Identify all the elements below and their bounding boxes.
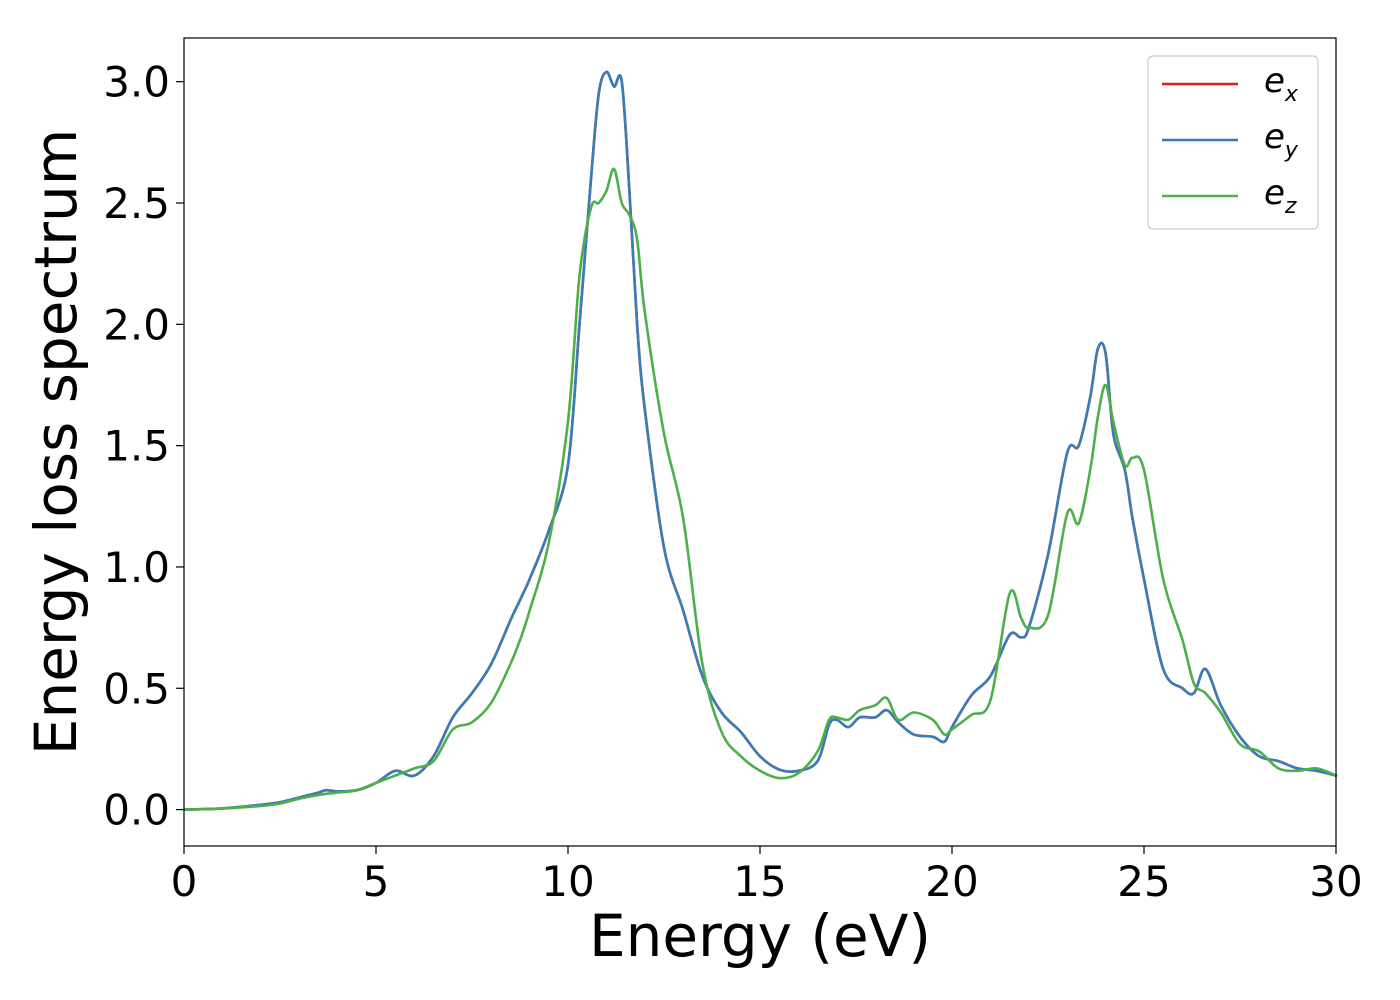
x-tick-label: 30 bbox=[1309, 857, 1362, 906]
series-line-y bbox=[182, 70, 1338, 811]
x-tick-label: 20 bbox=[925, 857, 978, 906]
y-tick-label: 3.0 bbox=[103, 58, 170, 107]
legend-subscript: z bbox=[1284, 194, 1297, 219]
plot-background bbox=[184, 38, 1336, 846]
x-axis: 0 5 10 15 20 25 30 bbox=[171, 846, 1363, 906]
y-tick-label: 1.5 bbox=[103, 422, 170, 471]
x-tick-label: 0 bbox=[171, 857, 198, 906]
x-tick-label: 10 bbox=[541, 857, 594, 906]
x-axis-title: Energy (eV) bbox=[589, 902, 931, 970]
y-axis: 0.0 0.5 1.0 1.5 2.0 2.5 3.0 bbox=[103, 58, 184, 835]
y-tick-label: 2.0 bbox=[103, 300, 170, 349]
legend-box bbox=[1147, 55, 1319, 230]
x-tick-label: 15 bbox=[733, 857, 786, 906]
x-tick-label: 5 bbox=[363, 857, 390, 906]
y-tick-label: 1.0 bbox=[103, 543, 170, 592]
x-tick-label: 25 bbox=[1117, 857, 1170, 906]
y-tick-label: 0.0 bbox=[103, 786, 170, 835]
legend-subscript: y bbox=[1284, 138, 1299, 163]
y-tick-label: 0.5 bbox=[103, 664, 170, 713]
y-axis-title: Energy loss spectrum bbox=[22, 129, 90, 755]
legend-subscript: x bbox=[1284, 82, 1299, 107]
series-line-z bbox=[182, 167, 1338, 811]
series-layer bbox=[182, 70, 1338, 811]
y-tick-label: 2.5 bbox=[103, 179, 170, 228]
